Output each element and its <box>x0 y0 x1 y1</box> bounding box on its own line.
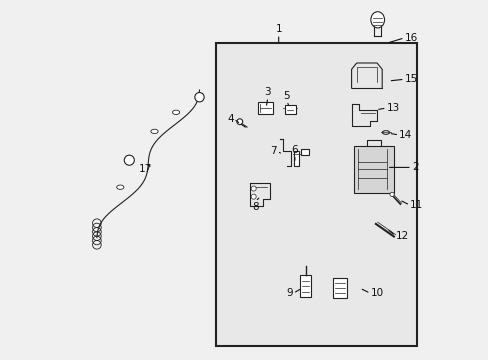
Text: 10: 10 <box>370 288 383 298</box>
Circle shape <box>251 194 256 199</box>
Bar <box>284 105 295 114</box>
Circle shape <box>237 119 242 125</box>
Text: 12: 12 <box>395 231 408 241</box>
Bar <box>294 151 299 166</box>
Text: 3: 3 <box>264 87 271 97</box>
Ellipse shape <box>172 110 179 114</box>
Text: 16: 16 <box>404 33 417 43</box>
Text: 15: 15 <box>404 74 417 84</box>
Text: 5: 5 <box>283 91 290 101</box>
Text: 11: 11 <box>409 200 423 210</box>
Text: 4: 4 <box>226 114 233 124</box>
Text: 13: 13 <box>386 103 399 113</box>
Circle shape <box>124 155 134 165</box>
Text: 14: 14 <box>399 130 412 140</box>
Text: 17: 17 <box>139 164 152 174</box>
Ellipse shape <box>117 185 123 189</box>
Bar <box>215 43 416 346</box>
Text: 1: 1 <box>275 24 282 34</box>
Ellipse shape <box>382 131 389 134</box>
Text: 6: 6 <box>291 145 298 155</box>
Bar <box>300 275 310 297</box>
Text: 9: 9 <box>286 288 292 298</box>
Bar <box>354 146 393 193</box>
Bar <box>301 149 308 155</box>
Circle shape <box>251 186 256 191</box>
Text: 2: 2 <box>411 162 418 172</box>
Bar <box>258 102 272 114</box>
Text: 8: 8 <box>251 202 258 212</box>
Bar <box>332 278 346 298</box>
Text: 7: 7 <box>270 146 276 156</box>
Circle shape <box>194 93 204 102</box>
Circle shape <box>389 192 393 197</box>
Ellipse shape <box>151 129 158 134</box>
Ellipse shape <box>370 12 384 28</box>
